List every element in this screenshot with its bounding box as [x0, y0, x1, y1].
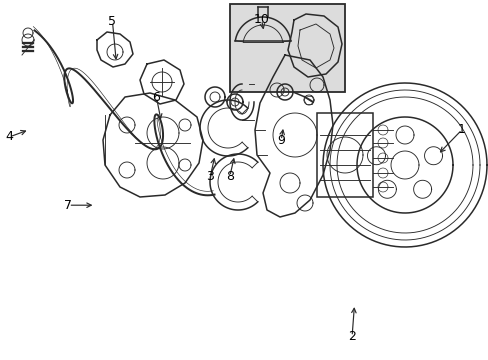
- Text: 2: 2: [347, 330, 355, 343]
- Text: 10: 10: [253, 13, 269, 26]
- Text: 1: 1: [457, 123, 465, 136]
- Text: 9: 9: [277, 134, 285, 147]
- Text: 6: 6: [152, 91, 160, 104]
- Text: 4: 4: [6, 130, 14, 143]
- Text: 5: 5: [108, 15, 116, 28]
- Text: 7: 7: [64, 199, 72, 212]
- Bar: [316, 113, 372, 197]
- Bar: [229, 4, 345, 92]
- Text: 3: 3: [206, 170, 214, 183]
- Text: 8: 8: [225, 170, 233, 183]
